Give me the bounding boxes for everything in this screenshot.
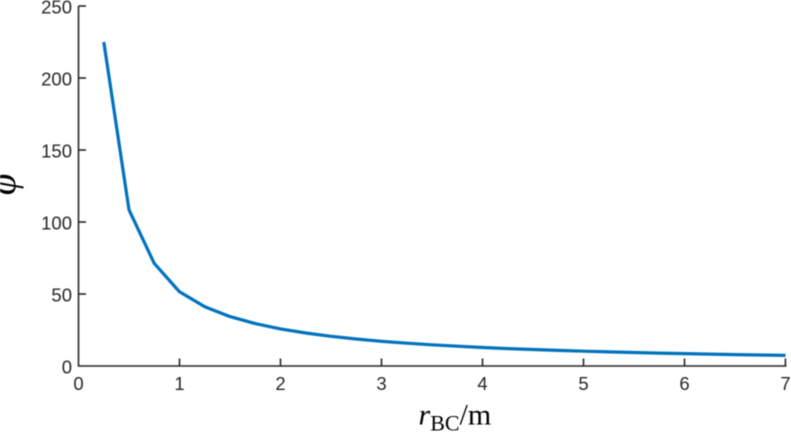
svg-text:150: 150 bbox=[41, 141, 72, 162]
svg-text:rBC/m: rBC/m bbox=[419, 399, 492, 432]
svg-text:3: 3 bbox=[376, 373, 386, 394]
svg-text:φ: φ bbox=[0, 174, 24, 196]
svg-text:2: 2 bbox=[275, 373, 285, 394]
svg-text:1: 1 bbox=[174, 373, 184, 394]
svg-text:7: 7 bbox=[780, 373, 790, 394]
svg-text:0: 0 bbox=[73, 373, 83, 394]
svg-text:6: 6 bbox=[679, 373, 689, 394]
svg-text:5: 5 bbox=[578, 373, 588, 394]
svg-text:0: 0 bbox=[62, 357, 72, 378]
svg-text:4: 4 bbox=[477, 373, 487, 394]
svg-text:250: 250 bbox=[41, 0, 72, 18]
svg-text:200: 200 bbox=[41, 69, 72, 90]
svg-text:100: 100 bbox=[41, 213, 72, 234]
svg-text:50: 50 bbox=[51, 285, 72, 306]
